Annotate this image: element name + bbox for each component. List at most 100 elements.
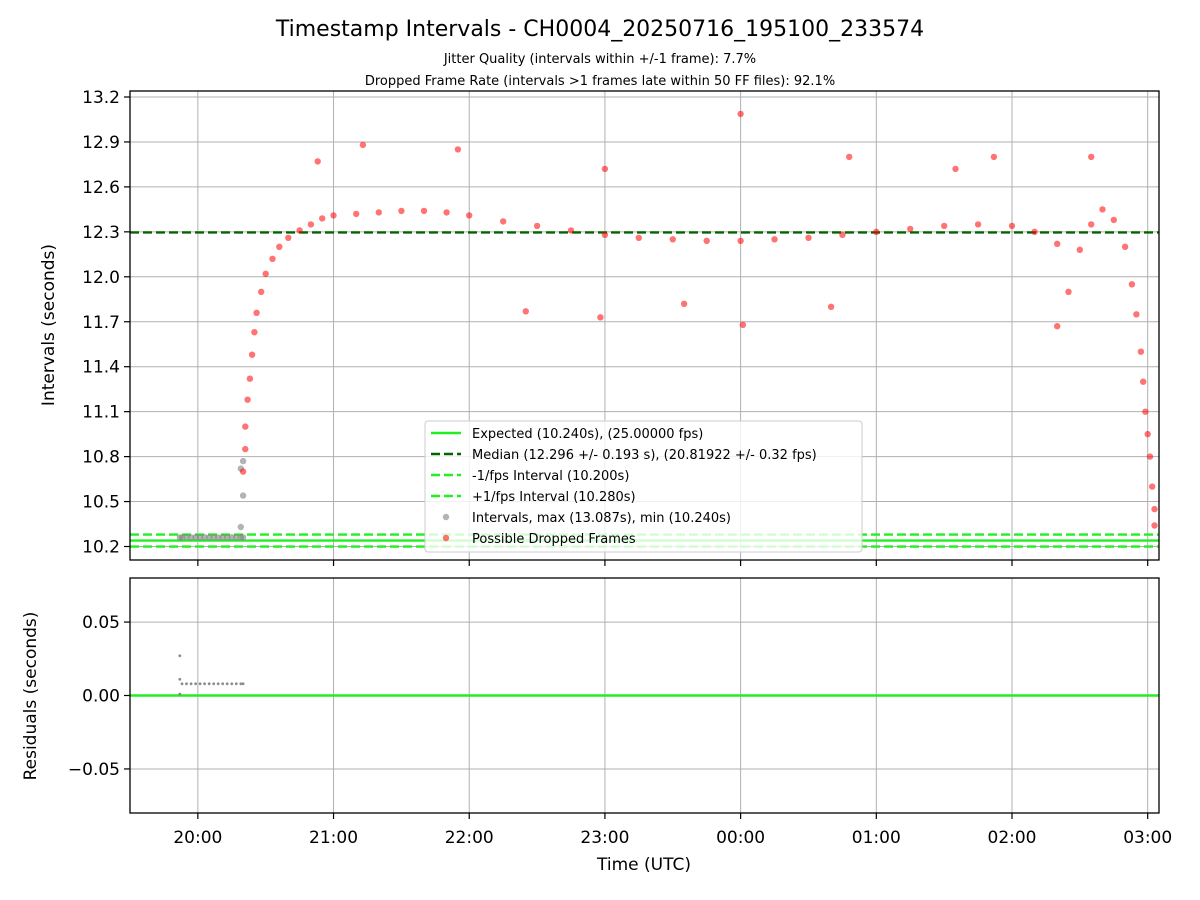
- y-tick-label: 13.2: [82, 88, 120, 108]
- dropped-frame-point: [1151, 505, 1158, 513]
- residuals-panel: −0.05 0.00 0.05 20:00 21:00 22:00 23:00 00:00 0…: [21, 577, 1172, 875]
- dropped-frame-point: [359, 141, 367, 149]
- legend-median-label: Median (12.296 +/- 0.193 s), (20.81922 +…: [472, 448, 817, 463]
- residual-point: [194, 682, 198, 686]
- dropped-frame-point: [466, 212, 473, 219]
- dropped-frame-point: [1128, 281, 1136, 288]
- dropped-frame-point: [533, 222, 541, 230]
- interval-point: [192, 534, 199, 541]
- legend-expected-label: Expected (10.240s), (25.00000 fps): [472, 427, 703, 442]
- dropped-frame-point: [242, 445, 249, 453]
- interval-point: [206, 534, 213, 541]
- dropped-frame-point: [827, 303, 835, 310]
- dropped-frame-point: [952, 165, 959, 173]
- legend-intervals-label: Intervals, max (13.087s), min (10.240s): [472, 511, 731, 526]
- dropped-frame-point: [597, 314, 604, 321]
- interval-point: [228, 534, 235, 541]
- dropped-frame-point: [1121, 243, 1129, 250]
- dropped-frame-point: [330, 212, 337, 219]
- dropped-frame-point: [669, 236, 676, 243]
- dropped-frame-point: [454, 146, 462, 153]
- y-tick-label: 10.8: [82, 448, 120, 468]
- interval-point: [219, 534, 226, 541]
- dropped-frame-point: [253, 309, 260, 316]
- x-tick-label: 22:00: [445, 828, 494, 848]
- residuals-points: [178, 654, 245, 696]
- dropped-frame-point: [319, 215, 326, 222]
- legend-dropped-frames-swatch: [442, 534, 450, 542]
- dropped-frame-point: [1142, 408, 1149, 415]
- dropped-frame-point: [1065, 288, 1072, 295]
- chart-title: Timestamp Intervals - CH0004_20250716_19…: [275, 17, 924, 42]
- dropped-frame-point: [737, 110, 744, 118]
- legend-box: [424, 420, 863, 553]
- dropped-frame-point: [1088, 221, 1095, 228]
- residual-point: [216, 682, 220, 686]
- residuals-y-axis-label: Residuals (seconds): [21, 612, 41, 781]
- dropped-frame-point: [375, 209, 382, 216]
- dropped-frame-point: [276, 243, 283, 250]
- residual-point: [178, 654, 182, 658]
- dropped-frame-point: [239, 468, 247, 475]
- interval-point: [233, 534, 240, 541]
- x-tick-label: 21:00: [309, 828, 358, 848]
- x-tick-label: 23:00: [580, 828, 629, 848]
- dropped-frame-point: [1031, 228, 1038, 235]
- y-tick-label: 10.5: [82, 493, 120, 513]
- interval-point: [201, 534, 208, 541]
- residual-point: [178, 677, 182, 681]
- interval-point: [239, 457, 247, 465]
- legend-plus-fps-label: +1/fps Interval (10.280s): [472, 490, 636, 505]
- dropped-frame-point: [443, 209, 450, 216]
- dropped-frame-point: [635, 234, 642, 241]
- dropped-frame-point: [739, 321, 747, 328]
- dropped-frame-point: [500, 218, 507, 225]
- dropped-frame-point: [771, 236, 778, 243]
- interval-point: [187, 534, 195, 541]
- dropped-frame-point: [296, 227, 303, 234]
- interval-point: [237, 523, 244, 531]
- dropped-frame-point: [1144, 430, 1151, 438]
- dropped-frame-point: [251, 329, 258, 336]
- interval-point: [178, 534, 186, 541]
- y-tick-label: 12.0: [82, 268, 120, 288]
- residual-point: [225, 682, 229, 686]
- dropped-frame-point: [258, 288, 265, 295]
- residual-point: [185, 682, 188, 686]
- residual-point: [207, 682, 211, 686]
- residuals-x-ticks: 20:00 21:00 22:00 23:00 00:00 01:00 02:00 03:00: [173, 813, 1172, 848]
- x-axis-label: Time (UTC): [596, 855, 691, 875]
- dropped-frame-point: [1146, 453, 1154, 460]
- dropped-frame-point: [873, 228, 880, 235]
- dropped-frame-point: [1099, 206, 1106, 213]
- y-tick-label: −0.05: [68, 760, 120, 780]
- intervals-axes-frame: [129, 90, 1160, 561]
- dropped-frame-point: [1076, 246, 1084, 253]
- y-tick-label: 12.9: [82, 133, 120, 153]
- intervals-legend: Expected (10.240s), (25.00000 fps) Media…: [424, 420, 863, 553]
- dropped-frame-point: [941, 222, 948, 230]
- dropped-frame-point: [269, 255, 276, 262]
- dropped-frame-point: [398, 207, 405, 215]
- intervals-x-ticks: [197, 560, 1149, 566]
- intervals-points: [176, 110, 1158, 541]
- dropped-frame-point: [846, 153, 853, 161]
- residual-point: [189, 682, 193, 686]
- residual-point: [178, 692, 182, 696]
- dropped-frame-point: [974, 221, 982, 228]
- y-tick-label: 11.4: [82, 358, 120, 378]
- dropped-frame-point: [314, 158, 321, 165]
- dropped-frame-point: [1008, 222, 1016, 230]
- x-tick-label: 02:00: [988, 828, 1037, 848]
- residual-point: [212, 682, 216, 686]
- dropped-frame-point: [1088, 153, 1095, 161]
- y-tick-label: 12.3: [82, 223, 120, 243]
- y-tick-label: 10.2: [82, 538, 120, 558]
- dropped-frame-point: [522, 308, 529, 315]
- dropped-frame-point: [703, 237, 710, 244]
- dropped-frame-point: [1137, 348, 1145, 355]
- dropped-frame-point: [1140, 378, 1147, 385]
- residual-point: [230, 682, 234, 686]
- residual-point: [180, 682, 184, 686]
- legend-minus-fps-label: -1/fps Interval (10.200s): [472, 469, 629, 484]
